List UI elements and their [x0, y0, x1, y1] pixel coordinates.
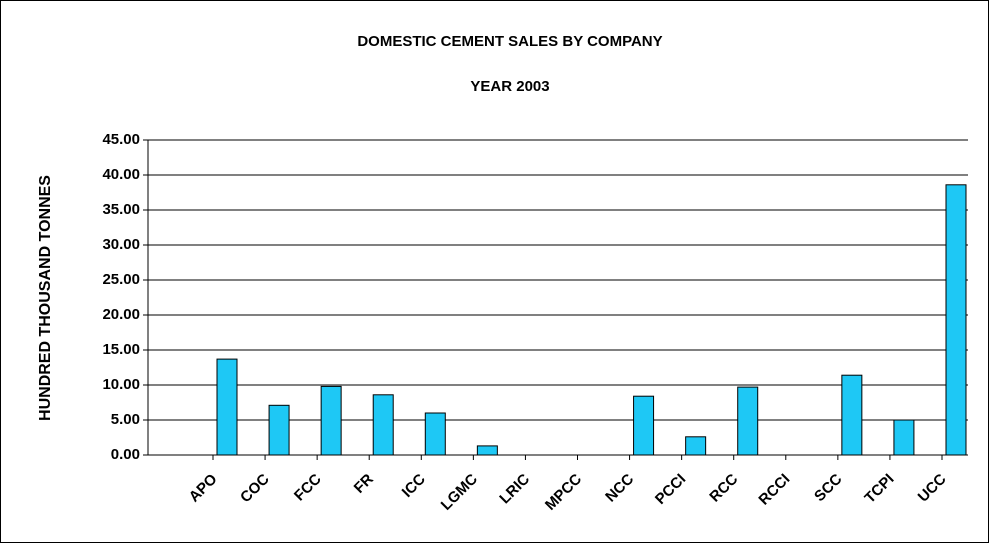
y-tick-label: 5.00 — [111, 411, 140, 428]
chart-title: DOMESTIC CEMENT SALES BY COMPANY — [357, 33, 662, 50]
bar — [424, 412, 446, 456]
y-axis-label: HUNDRED THOUSAND TONNES — [37, 175, 54, 421]
bar — [476, 445, 498, 456]
bar — [945, 184, 967, 456]
y-tick-label: 0.00 — [111, 446, 140, 463]
y-tick-label: 30.00 — [102, 236, 140, 253]
y-tick-label: 35.00 — [102, 201, 140, 218]
bar — [685, 436, 707, 456]
y-tick-label: 25.00 — [102, 271, 140, 288]
bar — [268, 404, 290, 456]
bar — [633, 395, 655, 456]
y-tick-label: 20.00 — [102, 306, 140, 323]
y-tick-label: 40.00 — [102, 166, 140, 183]
bar — [372, 394, 394, 456]
bar — [893, 419, 915, 456]
y-tick-label: 10.00 — [102, 376, 140, 393]
bar — [216, 358, 238, 456]
bar — [320, 385, 342, 456]
y-tick-label: 45.00 — [102, 131, 140, 148]
y-tick-label: 15.00 — [102, 341, 140, 358]
bar — [841, 374, 863, 456]
chart-subtitle: YEAR 2003 — [470, 78, 549, 95]
bar — [737, 386, 759, 456]
